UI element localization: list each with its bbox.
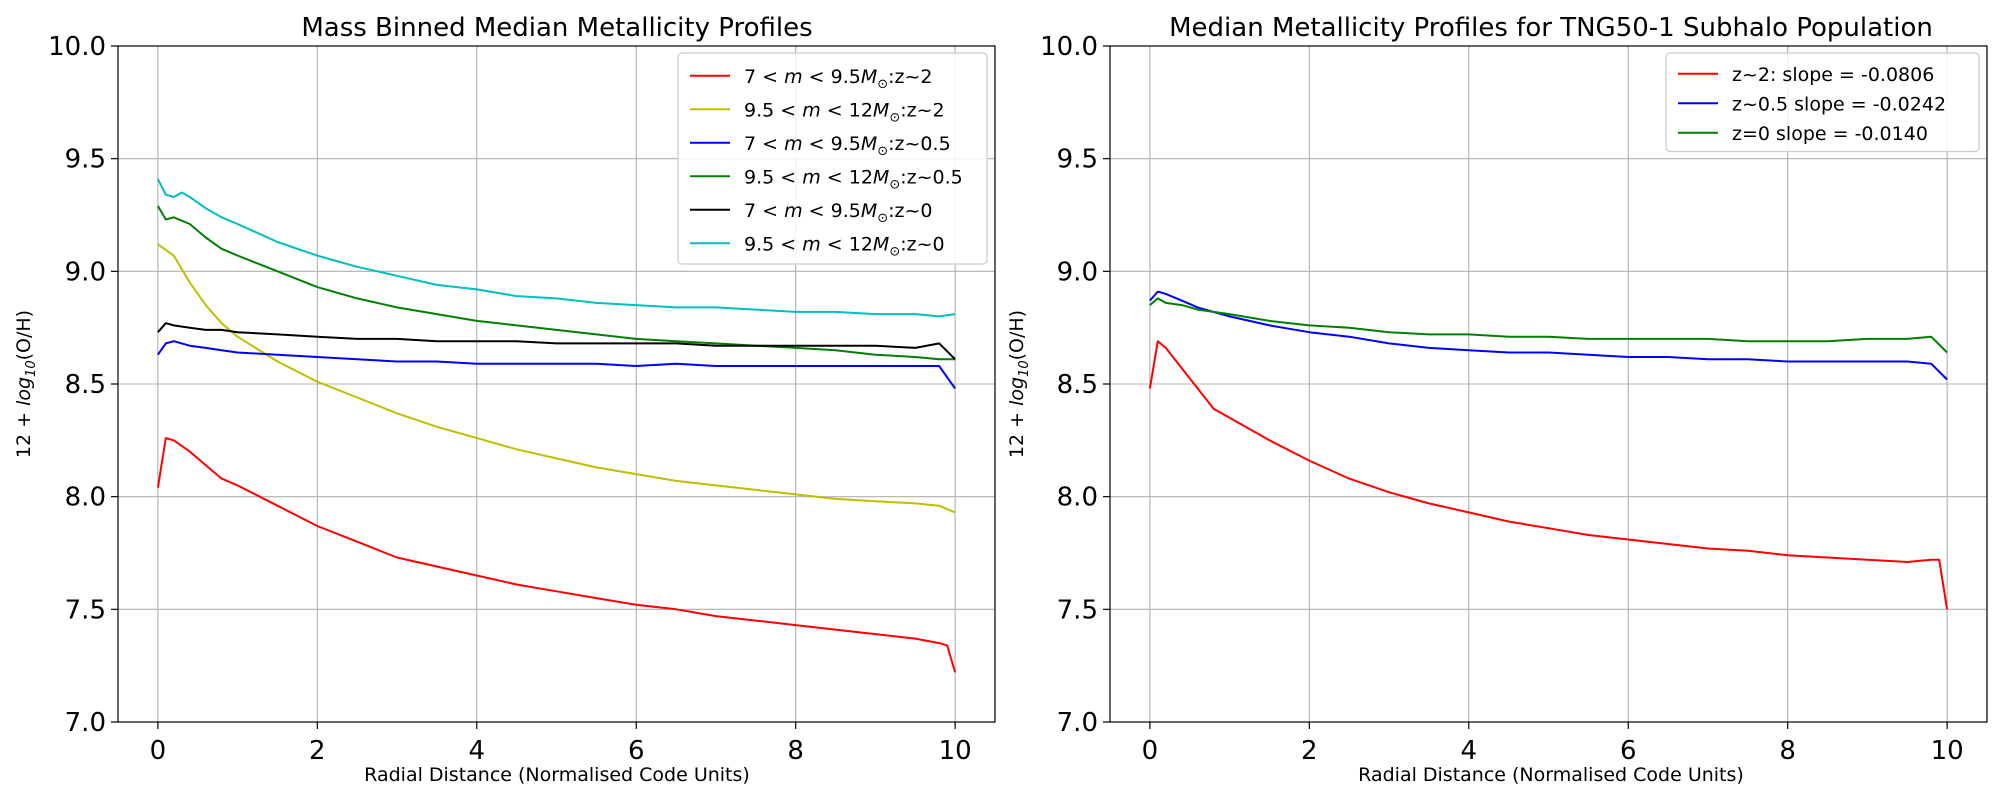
y-ticks: 7.0 7.5 8.0 8.5 9.0 9.5 10.0 <box>48 32 118 738</box>
legend-label: 7 < m < 9.5M⊙:z~0 <box>744 200 933 226</box>
legend-label: z~2: slope = -0.0806 <box>1732 64 1934 86</box>
x-tick-label: 2 <box>309 736 326 766</box>
legend-box <box>677 52 988 265</box>
x-tick-label: 10 <box>1931 736 1964 766</box>
y-tick-label: 10.0 <box>1040 32 1098 62</box>
x-axis-label: Radial Distance (Normalised Code Units) <box>364 764 750 786</box>
x-tick-label: 4 <box>1460 736 1477 766</box>
y-tick-label: 7.5 <box>65 595 106 625</box>
legend-label: 7 < m < 9.5M⊙:z~0.5 <box>744 133 951 159</box>
series-line-9-5-m-12m-z-2 <box>157 243 956 514</box>
series-group <box>1148 290 1949 610</box>
chart-title: Mass Binned Median Metallicity Profiles <box>301 13 812 43</box>
legend-label: 7 < m < 9.5M⊙:z~2 <box>744 66 933 92</box>
y-ticks: 7.0 7.5 8.0 8.5 9.0 9.5 10.0 <box>1040 32 1110 738</box>
x-tick-label: 6 <box>628 736 645 766</box>
y-tick-label: 8.0 <box>65 483 106 513</box>
y-axis-label: 12 + log10(O/H) <box>1006 310 1032 458</box>
y-tick-label: 8.0 <box>1057 483 1098 513</box>
x-ticks: 0 2 4 6 8 10 <box>150 722 972 766</box>
legend: 7 < m < 9.5M⊙:z~2 9.5 < m < 12M⊙:z~2 7 < m… <box>677 52 988 265</box>
y-tick-label: 7.0 <box>1057 708 1098 738</box>
x-tick-label: 6 <box>1620 736 1637 766</box>
y-tick-label: 7.5 <box>1057 595 1098 625</box>
x-tick-label: 0 <box>1142 736 1159 766</box>
chart-mass-binned: Mass Binned Median Metallicity Profiles … <box>13 13 996 786</box>
chart-tng50-population: Median Metallicity Profiles for TNG50-1 … <box>1006 13 1988 786</box>
y-axis-label: 12 + log10(O/H) <box>13 310 39 458</box>
series-group <box>156 178 957 673</box>
legend-box <box>1665 52 1980 153</box>
y-tick-label: 9.0 <box>1057 257 1098 287</box>
x-tick-label: 8 <box>787 736 804 766</box>
y-tick-label: 7.0 <box>65 708 106 738</box>
series-line-z-0-5-slope-0-0242 <box>1149 290 1948 381</box>
legend-label: 9.5 < m < 12M⊙:z~0 <box>744 233 945 259</box>
legend-label: z~0.5 slope = -0.0242 <box>1732 93 1946 115</box>
legend-label: 9.5 < m < 12M⊙:z~2 <box>744 99 945 125</box>
legend-label: 9.5 < m < 12M⊙:z~0.5 <box>744 166 963 192</box>
x-ticks: 0 2 4 6 8 10 <box>1142 722 1964 766</box>
legend: z~2: slope = -0.0806 z~0.5 slope = -0.024… <box>1665 52 1980 153</box>
series-line-9-5-m-12m-z-0 <box>157 178 956 318</box>
y-tick-label: 8.5 <box>65 370 106 400</box>
series-line-7-m-9-5m-z-0-5 <box>157 340 956 390</box>
y-tick-label: 9.5 <box>1057 145 1098 175</box>
legend-label: z=0 slope = -0.0140 <box>1732 123 1928 145</box>
y-tick-label: 9.5 <box>65 145 106 175</box>
chart-title: Median Metallicity Profiles for TNG50-1 … <box>1169 13 1933 43</box>
x-tick-label: 0 <box>150 736 167 766</box>
y-tick-label: 8.5 <box>1057 370 1098 400</box>
series-line-9-5-m-12m-z-0-5 <box>157 205 956 361</box>
series-line-7-m-9-5m-z-0 <box>157 322 956 360</box>
x-tick-label: 4 <box>468 736 485 766</box>
series-line-7-m-9-5m-z-2 <box>156 437 957 673</box>
series-line-z-0-slope-0-0140 <box>1149 297 1948 354</box>
series-line-z-2-slope-0-0806 <box>1148 340 1949 610</box>
x-tick-label: 8 <box>1779 736 1796 766</box>
x-tick-label: 10 <box>939 736 972 766</box>
x-axis-label: Radial Distance (Normalised Code Units) <box>1358 764 1744 786</box>
y-tick-label: 9.0 <box>65 257 106 287</box>
x-tick-label: 2 <box>1301 736 1318 766</box>
y-tick-label: 10.0 <box>48 32 106 62</box>
